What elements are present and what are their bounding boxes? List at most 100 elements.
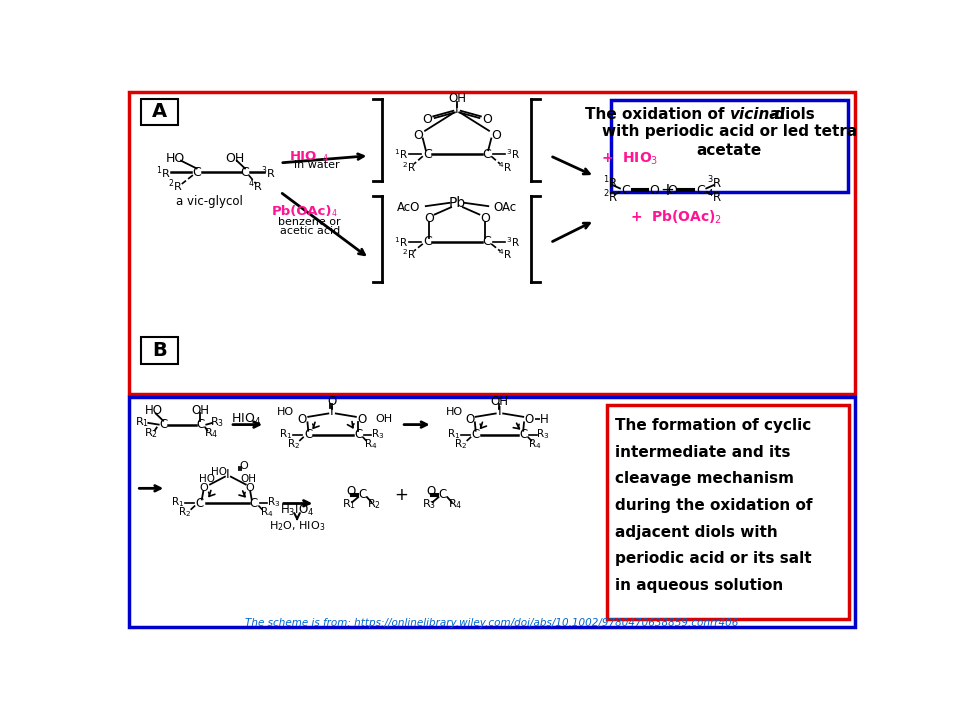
- Text: HIO$_4$: HIO$_4$: [231, 412, 261, 426]
- Text: +: +: [660, 181, 674, 199]
- Text: O: O: [465, 413, 474, 426]
- Text: H: H: [540, 413, 548, 426]
- Text: Pb(OAc): Pb(OAc): [272, 204, 332, 217]
- Text: I: I: [330, 405, 334, 418]
- Text: O: O: [423, 212, 434, 225]
- FancyBboxPatch shape: [141, 337, 178, 364]
- Text: OH: OH: [375, 414, 393, 424]
- Text: R$_3$: R$_3$: [267, 495, 280, 509]
- Text: C: C: [519, 428, 527, 441]
- Text: C: C: [439, 488, 447, 502]
- Text: R$_4$: R$_4$: [447, 498, 462, 511]
- Text: O: O: [426, 485, 436, 498]
- Text: HO: HO: [199, 474, 215, 484]
- Text: C: C: [241, 166, 250, 179]
- Text: with periodic acid or led tetra: with periodic acid or led tetra: [602, 125, 857, 140]
- Text: C: C: [423, 148, 432, 161]
- Text: O: O: [482, 113, 492, 126]
- Text: O: O: [524, 413, 534, 426]
- Text: $^{1}$R: $^{1}$R: [156, 164, 171, 181]
- FancyBboxPatch shape: [611, 100, 848, 192]
- Text: $^{4}$R: $^{4}$R: [708, 189, 723, 206]
- Text: +  Pb(OAc)$_2$: + Pb(OAc)$_2$: [630, 209, 722, 227]
- Text: C: C: [192, 166, 201, 179]
- Text: O: O: [491, 129, 501, 142]
- Text: $^{2}$R: $^{2}$R: [168, 178, 183, 194]
- Text: R$_3$: R$_3$: [422, 498, 437, 511]
- Text: $^{3}$R: $^{3}$R: [708, 175, 723, 192]
- Text: R$_3$: R$_3$: [536, 427, 549, 441]
- Text: +  HIO$_3$: + HIO$_3$: [601, 150, 659, 166]
- Text: O: O: [422, 113, 432, 126]
- Text: OH: OH: [448, 92, 466, 105]
- Text: O: O: [414, 129, 423, 142]
- Text: C: C: [471, 428, 480, 441]
- Text: I: I: [497, 405, 501, 418]
- Text: HO: HO: [166, 152, 185, 165]
- Text: R$_2$: R$_2$: [179, 505, 191, 519]
- Text: The formation of cyclic: The formation of cyclic: [614, 418, 811, 433]
- Text: O: O: [649, 184, 660, 197]
- FancyBboxPatch shape: [129, 92, 855, 394]
- Text: $^{3}$R: $^{3}$R: [506, 147, 519, 161]
- Text: $^{4}$R: $^{4}$R: [248, 178, 263, 194]
- Text: O: O: [298, 413, 307, 426]
- Text: C: C: [483, 148, 492, 161]
- Text: $^{2}$R: $^{2}$R: [603, 189, 619, 206]
- Text: R$_3$: R$_3$: [209, 415, 224, 428]
- Text: C: C: [696, 184, 705, 197]
- Text: vicinal: vicinal: [730, 107, 785, 122]
- Text: R$_4$: R$_4$: [364, 437, 377, 451]
- Text: The scheme is from: https://onlinelibrary.wiley.com/doi/abs/10.1002/978047063885: The scheme is from: https://onlinelibrar…: [246, 618, 738, 628]
- FancyBboxPatch shape: [141, 99, 178, 125]
- Text: C: C: [621, 184, 631, 197]
- Text: O: O: [200, 483, 208, 493]
- Text: C: C: [250, 497, 258, 510]
- Text: H$_3$IO$_4$: H$_3$IO$_4$: [280, 503, 314, 518]
- Text: $^{1}$R: $^{1}$R: [603, 175, 619, 192]
- Text: periodic acid or its salt: periodic acid or its salt: [614, 552, 811, 566]
- Text: $^{4}$R: $^{4}$R: [498, 247, 513, 261]
- Text: cleavage mechanism: cleavage mechanism: [614, 472, 794, 487]
- Text: R$_1$: R$_1$: [279, 427, 293, 441]
- Text: C: C: [304, 428, 312, 441]
- Text: R$_4$: R$_4$: [528, 437, 541, 451]
- Text: $^{1}$R: $^{1}$R: [395, 147, 408, 161]
- Text: HO: HO: [144, 404, 162, 417]
- Text: intermediate and its: intermediate and its: [614, 445, 790, 460]
- Text: C: C: [196, 497, 204, 510]
- Text: during the oxidation of: during the oxidation of: [614, 498, 812, 513]
- Text: OH: OH: [241, 474, 256, 484]
- Text: OH: OH: [226, 152, 245, 165]
- Text: A: A: [152, 102, 167, 122]
- Text: R$_3$: R$_3$: [372, 427, 385, 441]
- Text: a vic-glycol: a vic-glycol: [176, 195, 243, 208]
- Text: I: I: [455, 103, 459, 116]
- Text: OAc: OAc: [493, 201, 516, 214]
- Text: $^{2}$R: $^{2}$R: [401, 160, 416, 174]
- Text: $^{3}$R: $^{3}$R: [506, 235, 519, 248]
- Text: O: O: [667, 184, 677, 197]
- Text: in aqueous solution: in aqueous solution: [614, 578, 783, 593]
- Text: AcO: AcO: [397, 201, 420, 214]
- Text: R$_2$: R$_2$: [287, 437, 300, 451]
- Text: adjacent diols with: adjacent diols with: [614, 525, 778, 539]
- Text: C: C: [159, 418, 167, 431]
- Text: $^{1}$R: $^{1}$R: [395, 235, 408, 248]
- Text: O: O: [240, 462, 249, 471]
- Text: $_4$: $_4$: [323, 152, 329, 165]
- Text: R$_1$: R$_1$: [446, 427, 460, 441]
- Text: $^{3}$R: $^{3}$R: [261, 164, 276, 181]
- Text: HIO: HIO: [290, 150, 317, 163]
- Text: H$_2$O, HIO$_3$: H$_2$O, HIO$_3$: [269, 519, 325, 533]
- Text: C: C: [358, 488, 367, 502]
- Text: HO: HO: [446, 408, 464, 418]
- Text: R$_1$: R$_1$: [135, 415, 150, 428]
- Text: OH: OH: [191, 404, 209, 417]
- Text: O: O: [480, 212, 491, 225]
- Text: $^{4}$R: $^{4}$R: [498, 160, 513, 174]
- Text: O: O: [246, 483, 254, 493]
- Text: HO: HO: [211, 467, 227, 477]
- FancyBboxPatch shape: [608, 405, 849, 618]
- Text: O: O: [346, 485, 355, 498]
